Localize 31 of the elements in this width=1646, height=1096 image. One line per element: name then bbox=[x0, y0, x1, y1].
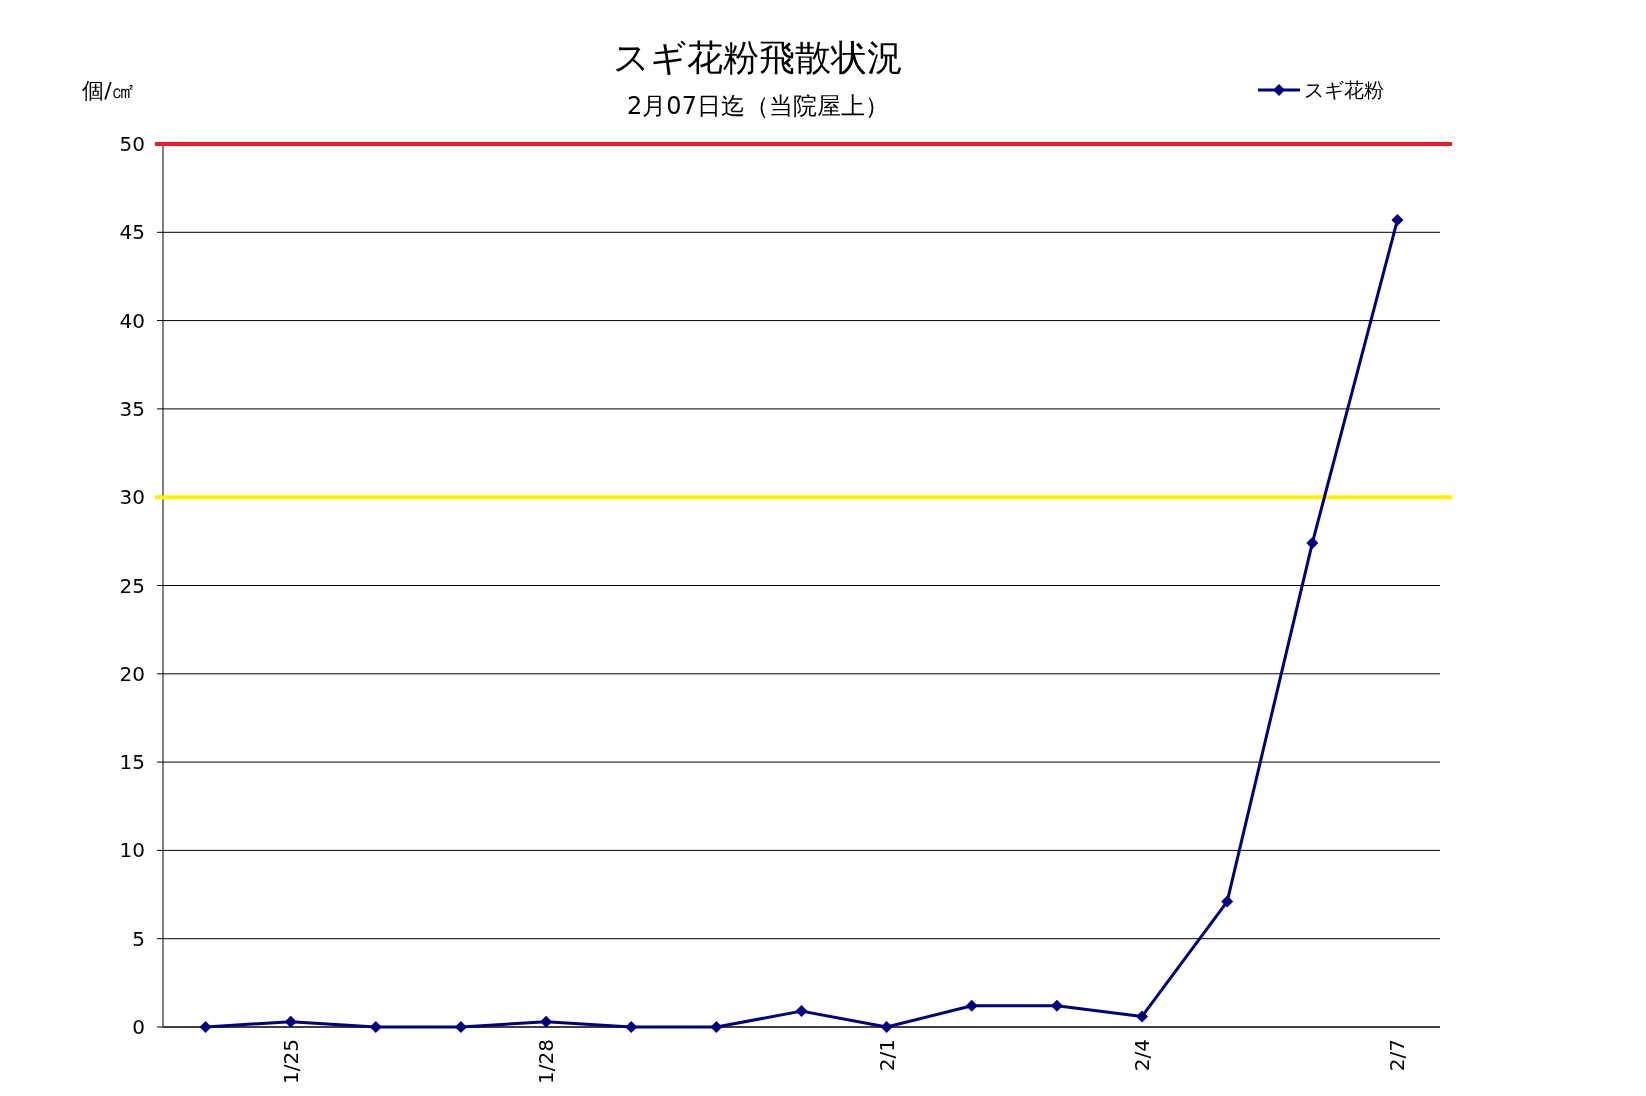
x-tick-label: 2/1 bbox=[874, 1039, 899, 1072]
y-tick-label: 20 bbox=[119, 661, 145, 686]
point bbox=[1306, 537, 1319, 550]
legend-label: スギ花粉 bbox=[1304, 78, 1384, 102]
point bbox=[1221, 895, 1234, 908]
point bbox=[965, 999, 978, 1012]
point bbox=[795, 1005, 808, 1018]
y-tick-label: 30 bbox=[119, 485, 145, 510]
point bbox=[540, 1015, 553, 1028]
y-tick-label: 40 bbox=[119, 308, 145, 333]
chart-subtitle: 2月07日迄（当院屋上） bbox=[627, 92, 889, 120]
y-tick-label: 15 bbox=[119, 750, 145, 775]
y-axis-title: 個/㎠ bbox=[82, 78, 134, 103]
point bbox=[880, 1021, 893, 1033]
y-tick-label: 50 bbox=[119, 132, 145, 156]
y-tick-label: 0 bbox=[132, 1015, 145, 1039]
point bbox=[199, 1021, 212, 1033]
y-tick-label: 10 bbox=[119, 838, 145, 863]
point bbox=[1391, 213, 1404, 226]
x-tick-label: 2/4 bbox=[1130, 1039, 1155, 1072]
point bbox=[284, 1015, 297, 1028]
y-tick-label: 45 bbox=[119, 220, 145, 245]
point bbox=[1136, 1010, 1149, 1023]
x-tick-label: 2/7 bbox=[1385, 1039, 1410, 1072]
y-tick-label: 25 bbox=[119, 573, 145, 598]
point bbox=[710, 1021, 723, 1033]
chart-title: スギ花粉飛散状況 bbox=[613, 37, 903, 78]
x-tick-label: 1/28 bbox=[534, 1039, 559, 1084]
y-tick-label: 35 bbox=[119, 396, 145, 421]
y-tick-label: 5 bbox=[132, 926, 145, 951]
x-tick-label: 1/25 bbox=[278, 1039, 303, 1084]
